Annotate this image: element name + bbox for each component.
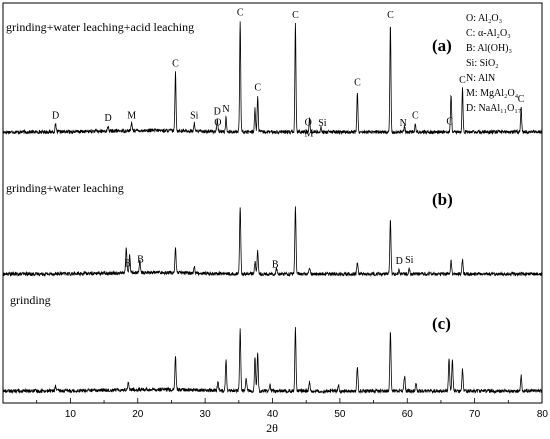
plot-frame xyxy=(2,2,543,404)
x-tick-label: 70 xyxy=(469,409,481,420)
peak-label: Si xyxy=(405,255,414,266)
peak-label: B xyxy=(137,254,144,265)
panel-letter-a: (a) xyxy=(432,36,452,55)
peak-label: C xyxy=(172,58,179,69)
peak-label: N xyxy=(222,104,229,115)
peak-label: C xyxy=(387,10,394,21)
legend-entry-d: D: NaAl₁₁O₁₇ xyxy=(466,103,521,114)
peak-label: Si xyxy=(190,110,199,121)
peak-label: D xyxy=(52,110,59,121)
series-label-c: grinding xyxy=(10,293,51,307)
legend-entry-si: Si: SiO₂ xyxy=(466,58,499,69)
peak-label: B xyxy=(272,260,279,271)
x-tick-label: 80 xyxy=(537,409,549,420)
xrd-pattern-b xyxy=(2,206,543,278)
x-tick-label: 60 xyxy=(402,409,414,420)
peak-label: D xyxy=(214,107,221,118)
x-tick-label: 10 xyxy=(65,409,77,420)
x-tick-label: 50 xyxy=(334,409,346,420)
peak-label: M xyxy=(127,110,136,121)
peak-label: C xyxy=(237,8,244,19)
peak-label: C xyxy=(518,94,525,105)
panel-letter-b: (b) xyxy=(432,190,453,209)
xrd-pattern-c xyxy=(2,327,543,395)
legend-entry-b: B: Al(OH)₃ xyxy=(466,43,512,54)
peak-label: C xyxy=(292,10,299,21)
x-tick-label: 20 xyxy=(132,409,144,420)
peak-label: O xyxy=(214,118,221,129)
peak-label: D xyxy=(104,113,111,124)
peak-label: B xyxy=(124,258,131,269)
panel-letter-c: (c) xyxy=(432,314,451,333)
peak-label: C xyxy=(446,117,453,128)
peak-label: C xyxy=(459,75,466,86)
x-tick-label: 40 xyxy=(267,409,279,420)
series-label-b: grinding+water leaching xyxy=(6,181,124,195)
peak-label: M xyxy=(304,129,313,140)
x-tick-label: 30 xyxy=(200,409,212,420)
peak-label: O xyxy=(305,118,312,129)
legend-entry-c: C: α-Al₂O₃ xyxy=(466,28,511,39)
series-label-a: grinding+water leaching+acid leaching xyxy=(6,20,194,34)
peak-label: C xyxy=(412,110,419,121)
peak-label: C xyxy=(354,77,361,88)
peak-label: D xyxy=(396,256,403,267)
peak-label: C xyxy=(254,82,261,93)
peak-label: N xyxy=(400,118,407,129)
legend: O: Al₂O₃ C: α-Al₂O₃ B: Al(OH)₃ Si: SiO₂ … xyxy=(466,13,521,114)
legend-entry-o: O: Al₂O₃ xyxy=(466,13,502,24)
legend-entry-m: M: MgAl₂O₄ xyxy=(466,88,519,99)
xrd-pattern-a xyxy=(2,21,543,136)
x-axis-title: 2θ xyxy=(266,421,278,435)
peak-label: Si xyxy=(318,118,327,129)
legend-entry-n: N: AlN xyxy=(466,73,495,84)
